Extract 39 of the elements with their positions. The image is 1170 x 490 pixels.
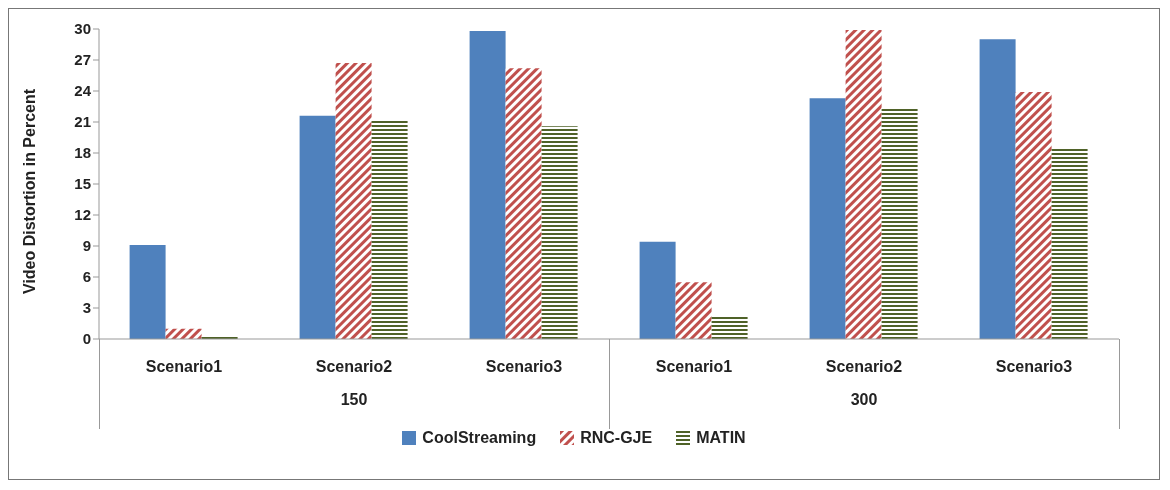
- y-tick-label: 30: [74, 20, 91, 38]
- x-tick-label: Scenario3: [995, 358, 1073, 376]
- bar: [505, 68, 542, 339]
- y-tick-label: 15: [74, 175, 91, 193]
- y-tick-label: 6: [82, 268, 91, 286]
- bar: [1015, 92, 1052, 339]
- bar: [809, 98, 846, 339]
- bar: [299, 115, 336, 339]
- bar: [675, 282, 712, 339]
- y-tick-label: 3: [82, 299, 91, 317]
- bar: [711, 316, 748, 339]
- legend-label: CoolStreaming: [421, 429, 537, 447]
- text: 150: [339, 391, 369, 409]
- bar: [129, 244, 166, 339]
- bar: [541, 126, 578, 339]
- bar: [371, 119, 408, 339]
- y-tick-label: 9: [82, 237, 91, 255]
- bar: [639, 241, 676, 339]
- x-tick-label: Scenario2: [315, 358, 393, 376]
- y-tick-label: 24: [74, 82, 92, 100]
- legend-label: RNC-GJE: [579, 429, 653, 447]
- y-tick-label: 0: [82, 330, 91, 348]
- bar: [469, 31, 506, 339]
- y-tick-label: 27: [74, 51, 91, 69]
- bar: [335, 63, 372, 339]
- x-tick-label: Scenario1: [655, 358, 733, 376]
- legend-label: MATIN: [695, 429, 746, 447]
- bar: [845, 30, 882, 339]
- y-tick-label: 21: [74, 113, 91, 131]
- y-tick-label: 18: [74, 144, 91, 162]
- y-tick-label: 12: [74, 206, 91, 224]
- x-tick-label: Scenario1: [145, 358, 223, 376]
- x-tick-label: Scenario2: [825, 358, 903, 376]
- y-axis-title: Video Distortion in Percent: [20, 88, 38, 294]
- bar: [979, 39, 1016, 339]
- x-tick-label: Scenario3: [485, 358, 563, 376]
- bar: [881, 107, 918, 339]
- text: 300: [849, 391, 879, 409]
- bar: [1051, 148, 1088, 339]
